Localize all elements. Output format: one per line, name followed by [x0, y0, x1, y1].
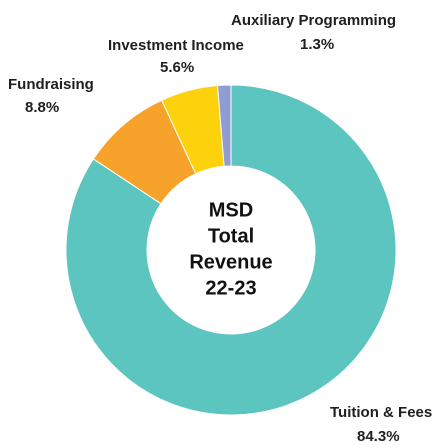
center-title: 22-23	[205, 277, 256, 299]
slice-value: 8.8%	[25, 99, 59, 116]
center-title: Total	[208, 225, 254, 247]
slice-value: 84.3%	[357, 428, 400, 445]
center-title: MSD	[209, 199, 253, 221]
slice-label: Tuition & Fees	[330, 404, 432, 421]
slice-label: Fundraising	[8, 76, 94, 93]
center-title: Revenue	[189, 251, 272, 273]
slice-value: 1.3%	[300, 36, 334, 53]
slice-label: Investment Income	[108, 37, 244, 54]
donut-slice	[65, 84, 397, 416]
slice-label: Auxiliary Programming	[231, 12, 396, 29]
donut-slice	[216, 84, 232, 167]
slice-value: 5.6%	[160, 59, 194, 76]
